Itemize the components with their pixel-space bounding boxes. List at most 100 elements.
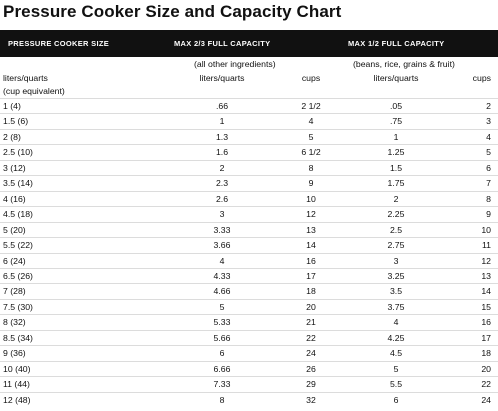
row-divider [0,252,498,254]
cell-liters-two-thirds: 3.66 [213,240,231,251]
cell-cups-two-thirds: 2 1/2 [301,101,321,111]
cell-size: 9 (36) [3,348,26,359]
row-divider [0,206,498,208]
row-divider [0,175,498,177]
note-all-other-ingredients: (all other ingredients) [194,59,276,69]
cell-liters-half: 3.25 [387,270,405,281]
cell-liters-two-thirds: .66 [215,101,229,111]
col-cups-two-thirds: cups [301,73,321,83]
cell-cups-half: 5 [486,147,491,158]
col-cups-half: cups [472,73,491,83]
cell-cups-half: 9 [486,209,491,220]
cell-liters-half: 4.25 [387,332,405,343]
cell-liters-half: .05 [389,101,403,111]
cell-cups-half: 4 [486,131,491,142]
cell-liters-two-thirds: 2 [219,162,225,173]
header-size: PRESSURE COOKER SIZE [8,39,110,48]
row-divider [0,314,498,316]
cell-liters-half: 2.75 [387,240,405,251]
cell-size: 1.5 (6) [3,116,29,127]
cell-cups-two-thirds: 24 [306,348,316,359]
cell-size: 4 (16) [3,193,26,204]
cell-cups-two-thirds: 32 [306,394,316,405]
cell-liters-half: 2 [393,193,399,204]
row-divider [0,237,498,239]
cell-cups-half: 16 [481,317,491,328]
cell-liters-two-thirds: 2.3 [215,178,229,189]
cell-liters-half: 3.5 [389,286,403,297]
row-divider [0,144,498,146]
row-divider [0,159,498,161]
cell-size: 7 (28) [3,286,26,297]
cell-cups-two-thirds: 13 [306,224,316,235]
cell-cups-half: 10 [481,224,491,235]
cell-liters-two-thirds: 2.6 [215,193,229,204]
cell-liters-two-thirds: 6 [219,348,225,359]
cell-cups-two-thirds: 22 [306,332,316,343]
cell-size: 2.5 (10) [3,147,33,158]
cell-cups-two-thirds: 6 1/2 [301,147,321,158]
cell-size: 3 (12) [3,162,26,173]
row-divider [0,267,498,269]
cell-cups-two-thirds: 18 [306,286,316,297]
cell-liters-half: 1.5 [389,162,403,173]
cell-cups-half: 14 [481,286,491,297]
cell-liters-two-thirds: 5.33 [213,317,231,328]
cell-size: 12 (48) [3,394,31,405]
col-liters-half: liters/quarts [373,73,419,83]
row-divider [0,283,498,285]
cell-liters-half: 1.75 [387,178,405,189]
cell-size: 3.5 (14) [3,178,33,189]
cell-cups-half: 8 [486,193,491,204]
cell-liters-half: 3.75 [387,301,405,312]
cell-liters-half: 4 [393,317,399,328]
cell-cups-half: 20 [481,363,491,374]
row-divider [0,98,498,99]
cell-size: 6 (24) [3,255,26,266]
cell-size: 2 (8) [3,131,21,142]
col-size-label: liters/quarts [3,73,48,83]
cell-cups-half: 11 [481,240,491,251]
col-size-sublabel: (cup equivalent) [3,86,65,96]
cell-cups-two-thirds: 9 [308,178,314,189]
cell-size: 8 (32) [3,317,26,328]
cell-cups-two-thirds: 16 [306,255,316,266]
cell-cups-half: 24 [481,394,491,405]
cell-cups-half: 12 [481,255,491,266]
cell-liters-two-thirds: 7.33 [213,379,231,390]
cell-cups-two-thirds: 14 [306,240,316,251]
row-divider [0,345,498,347]
row-divider [0,190,498,192]
cell-cups-half: 7 [486,178,491,189]
cell-liters-two-thirds: 1.3 [215,131,229,142]
cell-cups-two-thirds: 17 [306,270,316,281]
cell-liters-two-thirds: 1 [219,116,225,127]
col-liters-two-thirds: liters/quarts [199,73,245,83]
cell-cups-two-thirds: 20 [306,301,316,312]
cell-liters-half: 5.5 [389,379,403,390]
cell-liters-two-thirds: 8 [219,394,225,405]
cell-liters-half: 1.25 [387,147,405,158]
cell-liters-half: 1 [393,131,399,142]
cell-cups-two-thirds: 5 [308,131,314,142]
note-beans-rice: (beans, rice, grains & fruit) [353,59,455,69]
cell-cups-two-thirds: 8 [308,162,314,173]
cell-cups-half: 18 [481,348,491,359]
cell-liters-two-thirds: 5.66 [213,332,231,343]
cell-cups-two-thirds: 26 [306,363,316,374]
row-divider [0,128,498,130]
row-divider [0,329,498,331]
cell-liters-two-thirds: 4.33 [213,270,231,281]
cell-liters-two-thirds: 3.33 [213,224,231,235]
cell-cups-half: 22 [481,379,491,390]
cell-size: 5 (20) [3,224,26,235]
cell-liters-half: 2.25 [387,209,405,220]
cell-size: 11 (44) [3,379,30,390]
cell-liters-half: 4.5 [389,348,403,359]
cell-cups-half: 17 [481,332,491,343]
cell-size: 1 (4) [3,101,21,111]
cell-size: 4.5 (18) [3,209,33,220]
header-two-thirds: MAX 2/3 FULL CAPACITY [174,39,271,48]
cell-cups-two-thirds: 4 [308,116,314,127]
row-divider [0,298,498,300]
